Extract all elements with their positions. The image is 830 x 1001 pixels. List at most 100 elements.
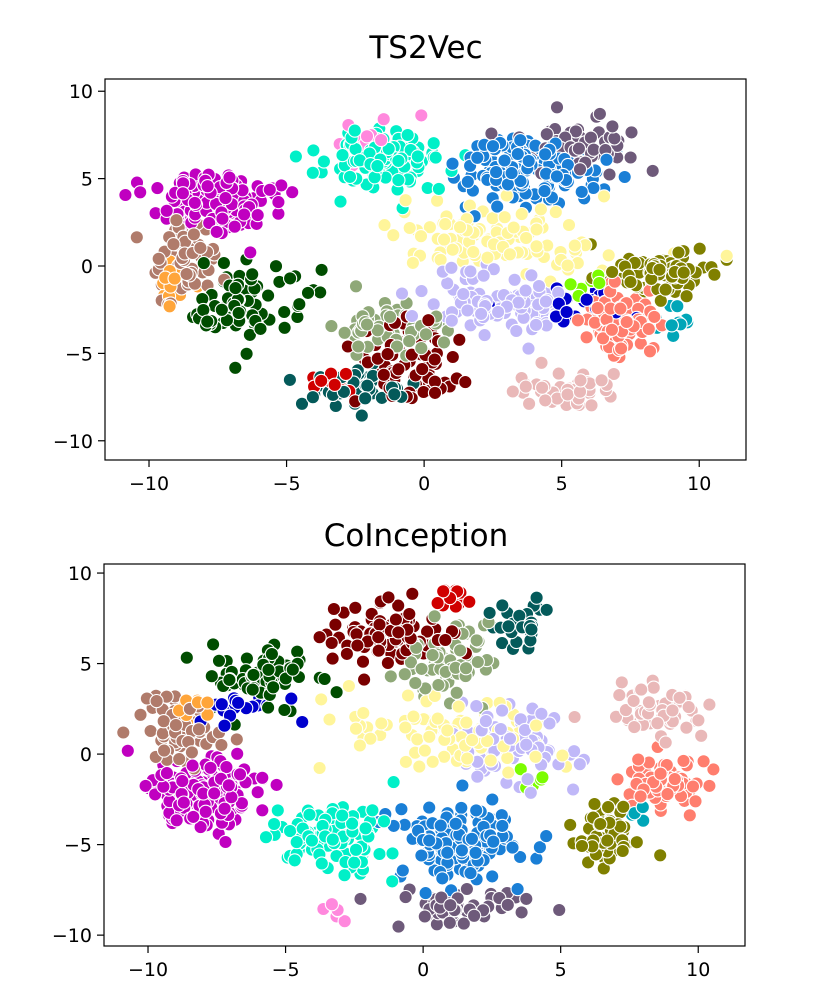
scatter-point: [342, 169, 358, 185]
scatter-point: [485, 792, 500, 807]
scatter-point: [324, 897, 340, 912]
scatter-point: [200, 695, 215, 710]
scatter-point: [579, 292, 594, 307]
scatter-point: [398, 889, 413, 905]
scatter-point: [458, 661, 474, 676]
scatter-point: [613, 301, 628, 316]
scatter-point: [448, 816, 463, 831]
x-tick-label: −5: [272, 959, 300, 981]
scatter-point: [322, 712, 337, 727]
scatter-point: [373, 132, 389, 148]
scatter-point: [306, 143, 321, 158]
scatter-point: [593, 816, 608, 832]
scatter-point: [510, 146, 525, 162]
scatter-point: [204, 669, 219, 684]
scatter-point: [415, 361, 430, 377]
scatter-point: [476, 268, 491, 283]
scatter-point: [358, 821, 373, 836]
scatter-point: [719, 248, 734, 263]
scatter-point: [162, 299, 177, 314]
scatter-point: [470, 150, 485, 165]
scatter-point: [488, 164, 504, 180]
scatter-point: [707, 267, 722, 282]
scatter-point: [159, 203, 174, 218]
scatter-point: [470, 654, 485, 670]
scatter-point: [217, 718, 232, 733]
scatter-point: [624, 125, 639, 140]
scatter-point: [300, 285, 316, 301]
scatter-point: [529, 590, 544, 605]
scatter-point: [360, 378, 375, 393]
scatter-point: [486, 834, 501, 849]
scatter-point: [269, 777, 284, 793]
scatter-point: [118, 187, 133, 203]
scatter-point: [359, 129, 375, 144]
scatter-point: [501, 619, 516, 634]
scatter-point: [664, 318, 679, 333]
scatter-point: [579, 330, 594, 345]
x-tick-label: 10: [686, 959, 710, 981]
scatter-point: [528, 749, 543, 764]
x-tick-label: −10: [128, 959, 168, 981]
scatter-point: [133, 707, 148, 722]
scatter-point: [229, 732, 244, 747]
scatter-point: [167, 271, 182, 286]
scatter-point: [505, 384, 520, 399]
scatter-point: [612, 687, 627, 703]
y-tick-label: −10: [52, 925, 92, 947]
scatter-point: [312, 630, 327, 645]
scatter-point: [495, 818, 510, 834]
scatter-point: [354, 408, 369, 423]
scatter-point: [186, 809, 201, 825]
scatter-point: [504, 165, 519, 181]
scatter-point: [371, 643, 386, 658]
scatter-point: [537, 147, 553, 162]
scatter-point: [417, 743, 433, 758]
scatter-point: [406, 709, 421, 724]
scatter-point: [325, 832, 340, 847]
scatter-point: [538, 393, 553, 408]
scatter-point: [505, 840, 520, 855]
scatter-point: [592, 275, 607, 291]
scatter-point: [681, 699, 696, 715]
scatter-point: [431, 181, 447, 197]
scatter-point: [573, 373, 588, 388]
plot-frame: [104, 78, 747, 461]
scatter-point: [159, 765, 175, 781]
scatter-point: [485, 869, 500, 884]
scatter-point: [261, 662, 276, 677]
scatter-point: [200, 179, 215, 194]
scatter-point: [222, 672, 237, 688]
scatter-point: [231, 305, 246, 321]
x-tick-label: 0: [418, 473, 430, 495]
scatter-point: [596, 189, 612, 204]
scatter-point: [518, 283, 533, 298]
scatter-point: [422, 800, 437, 815]
scatter-point: [464, 831, 480, 846]
scatter-point: [434, 890, 449, 905]
scatter-point: [402, 333, 417, 349]
scatter-point: [647, 309, 662, 325]
scatter-point: [376, 112, 391, 127]
scatter-point: [348, 600, 363, 615]
scatter-point: [462, 594, 477, 609]
scatter-point: [671, 245, 686, 260]
scatter-point: [595, 331, 611, 346]
scatter-point: [676, 753, 691, 769]
scatter-point: [633, 789, 648, 804]
scatter-point: [560, 387, 575, 402]
scatter-point: [413, 229, 429, 244]
scatter-point: [539, 127, 554, 142]
scatter-point: [658, 735, 673, 750]
scatter-point: [600, 799, 616, 815]
scatter-point: [414, 340, 429, 356]
scatter-point: [264, 646, 280, 662]
scatter-point: [156, 714, 171, 729]
scatter-point: [682, 808, 697, 823]
scatter-point: [408, 675, 423, 691]
scatter-point: [394, 286, 410, 301]
scatter-point: [440, 723, 455, 738]
scatter-point: [236, 207, 252, 222]
scatter-point: [376, 814, 392, 829]
scatter-point: [445, 156, 460, 171]
